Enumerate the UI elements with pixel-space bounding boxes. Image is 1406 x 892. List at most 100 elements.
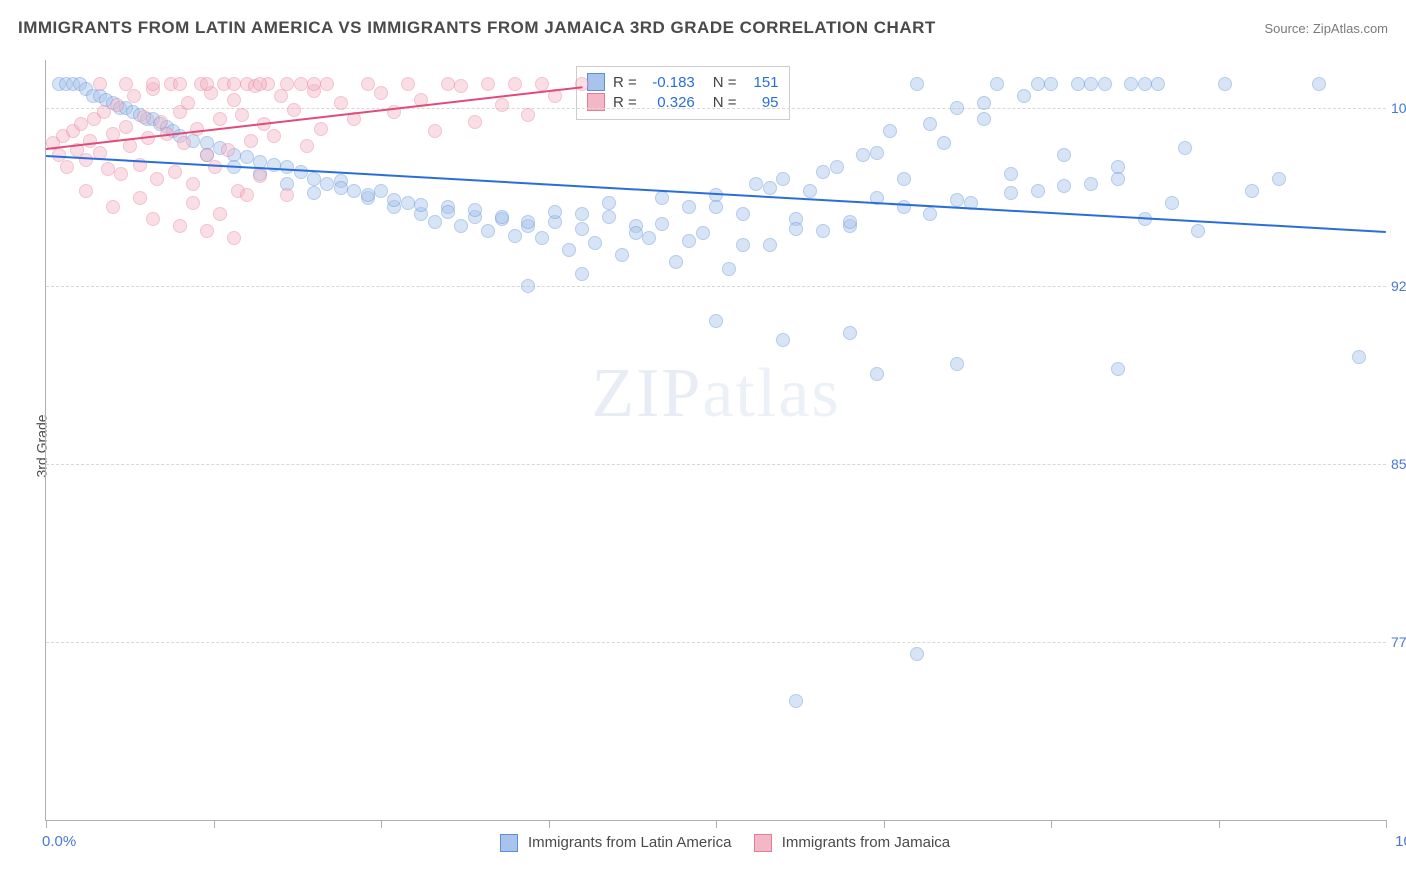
data-point <box>213 112 227 126</box>
data-point <box>79 153 93 167</box>
data-point <box>307 77 321 91</box>
data-point <box>428 124 442 138</box>
data-point <box>937 136 951 150</box>
data-point <box>575 207 589 221</box>
data-point <box>1084 77 1098 91</box>
legend-swatch-b <box>754 834 772 852</box>
data-point <box>244 134 258 148</box>
data-point <box>1031 77 1045 91</box>
data-point <box>314 122 328 136</box>
data-point <box>414 198 428 212</box>
data-point <box>361 77 375 91</box>
data-point <box>1272 172 1286 186</box>
chart-title: IMMIGRANTS FROM LATIN AMERICA VS IMMIGRA… <box>18 18 936 38</box>
legend-label-b: Immigrants from Jamaica <box>782 834 950 851</box>
data-point <box>655 191 669 205</box>
data-point <box>856 148 870 162</box>
data-point <box>177 136 191 150</box>
data-point <box>521 279 535 293</box>
data-point <box>508 229 522 243</box>
data-point <box>240 188 254 202</box>
data-point <box>870 146 884 160</box>
data-point <box>548 205 562 219</box>
data-point <box>535 77 549 91</box>
data-point <box>655 217 669 231</box>
data-point <box>709 200 723 214</box>
data-point <box>736 207 750 221</box>
data-point <box>722 262 736 276</box>
gridline-h <box>46 642 1386 643</box>
data-point <box>816 224 830 238</box>
data-point <box>776 172 790 186</box>
data-point <box>235 108 249 122</box>
data-point <box>562 243 576 257</box>
data-point <box>897 200 911 214</box>
data-point <box>495 98 509 112</box>
data-point <box>736 238 750 252</box>
swatch-series-a <box>587 73 605 91</box>
data-point <box>119 77 133 91</box>
legend-label-a: Immigrants from Latin America <box>528 834 731 851</box>
data-point <box>990 77 1004 91</box>
data-point <box>602 210 616 224</box>
data-point <box>186 177 200 191</box>
data-point <box>588 236 602 250</box>
data-point <box>1111 362 1125 376</box>
data-point <box>387 193 401 207</box>
data-point <box>227 77 241 91</box>
data-point <box>602 196 616 210</box>
data-point <box>803 184 817 198</box>
x-tick <box>46 820 47 828</box>
data-point <box>1151 77 1165 91</box>
data-point <box>253 169 267 183</box>
data-point <box>127 89 141 103</box>
data-point <box>274 89 288 103</box>
data-point <box>1071 77 1085 91</box>
data-point <box>1312 77 1326 91</box>
gridline-h <box>46 286 1386 287</box>
data-point <box>150 172 164 186</box>
data-point <box>977 112 991 126</box>
data-point <box>401 196 415 210</box>
data-point <box>481 77 495 91</box>
data-point <box>830 160 844 174</box>
data-point <box>280 160 294 174</box>
data-point <box>950 357 964 371</box>
data-point <box>401 77 415 91</box>
bottom-legend: Immigrants from Latin America Immigrants… <box>46 834 1386 852</box>
data-point <box>508 77 522 91</box>
data-point <box>883 124 897 138</box>
data-point <box>133 191 147 205</box>
data-point <box>1017 89 1031 103</box>
data-point <box>173 77 187 91</box>
data-point <box>789 222 803 236</box>
data-point <box>454 219 468 233</box>
data-point <box>361 188 375 202</box>
gridline-h <box>46 464 1386 465</box>
data-point <box>521 108 535 122</box>
data-point <box>307 172 321 186</box>
data-point <box>1165 196 1179 210</box>
data-point <box>1138 77 1152 91</box>
data-point <box>709 314 723 328</box>
x-tick <box>381 820 382 828</box>
x-tick <box>716 820 717 828</box>
data-point <box>146 212 160 226</box>
data-point <box>1084 177 1098 191</box>
header: IMMIGRANTS FROM LATIN AMERICA VS IMMIGRA… <box>18 18 1388 38</box>
data-point <box>287 103 301 117</box>
data-point <box>186 196 200 210</box>
data-point <box>843 215 857 229</box>
x-tick <box>214 820 215 828</box>
data-point <box>789 694 803 708</box>
data-point <box>60 160 74 174</box>
data-point <box>227 93 241 107</box>
data-point <box>93 77 107 91</box>
gridline-h <box>46 108 1386 109</box>
data-point <box>696 226 710 240</box>
data-point <box>221 143 235 157</box>
data-point <box>320 77 334 91</box>
data-point <box>1352 350 1366 364</box>
data-point <box>495 210 509 224</box>
data-point <box>669 255 683 269</box>
